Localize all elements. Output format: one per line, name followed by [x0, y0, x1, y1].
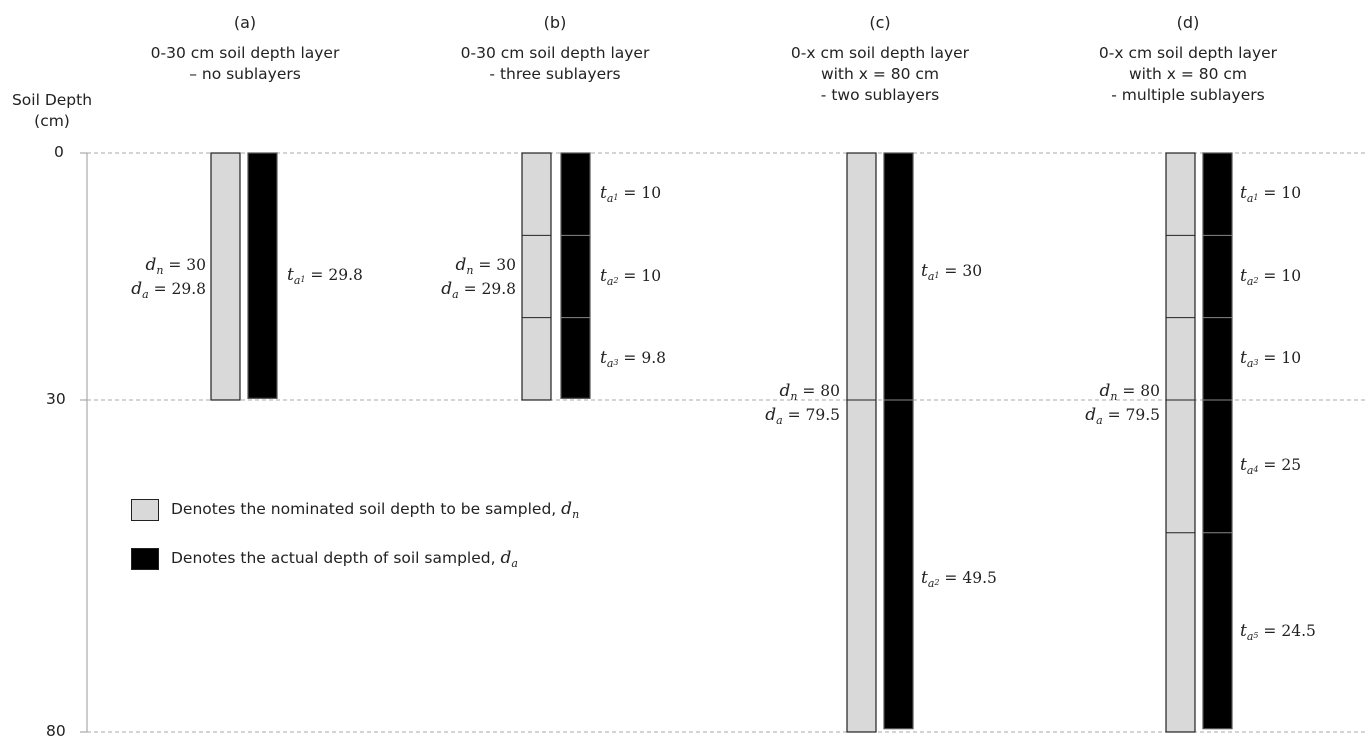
- legend-nominal-symbol: dn: [561, 499, 580, 521]
- legend-nominal-text: Denotes the nominated soil depth to be s…: [171, 499, 580, 521]
- col-c-sublayer-label-2: ta2 = 49.5: [921, 568, 997, 591]
- y-axis-label: Soil Depth (cm): [0, 90, 104, 132]
- y-tick-80: 80: [46, 722, 66, 740]
- col-d-sublayer-label-4: ta4 = 25: [1240, 455, 1302, 478]
- col-a-nominal-bar: [210, 152, 241, 401]
- panel-c-title-line2: with x = 80 cm: [820, 65, 940, 83]
- y-tick-30: 30: [46, 390, 66, 408]
- y-axis-label-line2: (cm): [34, 112, 70, 130]
- col-b-sublayer-label-1: ta1 = 10: [600, 183, 662, 206]
- col-c-sublayer-label-1: ta1 = 30: [921, 261, 983, 284]
- panel-b-title-line2: - three sublayers: [489, 65, 621, 83]
- col-d-sublayer-label-5: ta5 = 24.5: [1240, 621, 1316, 644]
- col-d-nominal-bar: [1165, 152, 1196, 733]
- panel-c-header: (c) 0-x cm soil depth layer with x = 80 …: [775, 12, 985, 106]
- col-a-dn-da-label: dn = 30 da = 29.8: [118, 256, 206, 304]
- col-d-da: da = 79.5: [1085, 405, 1160, 427]
- col-c-actual-bar: [883, 152, 914, 730]
- panel-a-letter: (a): [233, 13, 257, 32]
- col-d-dn-da-label: dn = 80 da = 79.5: [1072, 382, 1160, 430]
- panel-d-title-line2: with x = 80 cm: [1128, 65, 1248, 83]
- panel-a-title-line1: 0-30 cm soil depth layer: [150, 44, 340, 62]
- panel-b-title-line1: 0-30 cm soil depth layer: [460, 44, 650, 62]
- panel-c-title-line3: - two sublayers: [820, 86, 940, 104]
- col-d-dn: dn = 80: [1099, 381, 1160, 403]
- legend-actual-symbol: da: [500, 548, 518, 570]
- panel-a-title-line2: – no sublayers: [189, 65, 301, 83]
- col-d-sublayer-label-1: ta1 = 10: [1240, 183, 1302, 206]
- col-b-sublayer-label-2: ta2 = 10: [600, 265, 662, 288]
- col-b-actual-bar: [560, 152, 591, 399]
- panel-c-title-line1: 0-x cm soil depth layer: [790, 44, 970, 62]
- col-d-sublayer-label-2: ta2 = 10: [1240, 265, 1302, 288]
- panel-d-letter: (d): [1176, 13, 1200, 32]
- col-b-dn-da-label: dn = 30 da = 29.8: [428, 256, 516, 304]
- legend-actual: Denotes the actual depth of soil sampled…: [131, 548, 518, 570]
- col-a-sublayer-label-1: ta1 = 29.8: [287, 264, 363, 287]
- y-tick-0: 0: [54, 143, 64, 161]
- col-b-da: da = 29.8: [441, 279, 516, 301]
- legend-nominal: Denotes the nominated soil depth to be s…: [131, 499, 579, 521]
- col-a-da: da = 29.8: [131, 279, 206, 301]
- legend-actual-text: Denotes the actual depth of soil sampled…: [171, 548, 518, 570]
- col-b-nominal-bar: [521, 152, 552, 401]
- panel-d-title-line3: - multiple sublayers: [1111, 86, 1265, 104]
- col-c-nominal-bar: [846, 152, 877, 733]
- col-c-dn-da-label: dn = 80 da = 79.5: [752, 382, 840, 430]
- col-b-dn: dn = 30: [455, 255, 516, 277]
- y-axis-label-line1: Soil Depth: [11, 91, 93, 109]
- col-c-dn: dn = 80: [779, 381, 840, 403]
- panel-c-letter: (c): [869, 13, 891, 32]
- col-a-actual-bar: [247, 152, 278, 399]
- col-b-sublayer-label-3: ta3 = 9.8: [600, 347, 666, 370]
- panel-a-header: (a) 0-30 cm soil depth layer – no sublay…: [140, 12, 350, 85]
- panel-d-header: (d) 0-x cm soil depth layer with x = 80 …: [1083, 12, 1293, 106]
- panel-d-title-line1: 0-x cm soil depth layer: [1098, 44, 1278, 62]
- panel-b-letter: (b): [543, 13, 567, 32]
- legend-nominal-swatch: [131, 499, 159, 521]
- col-a-dn: dn = 30: [145, 255, 206, 277]
- panel-b-header: (b) 0-30 cm soil depth layer - three sub…: [450, 12, 660, 85]
- col-d-sublayer-label-3: ta3 = 10: [1240, 347, 1302, 370]
- col-d-actual-bar: [1202, 152, 1233, 730]
- legend-actual-swatch: [131, 548, 159, 570]
- col-c-da: da = 79.5: [765, 405, 840, 427]
